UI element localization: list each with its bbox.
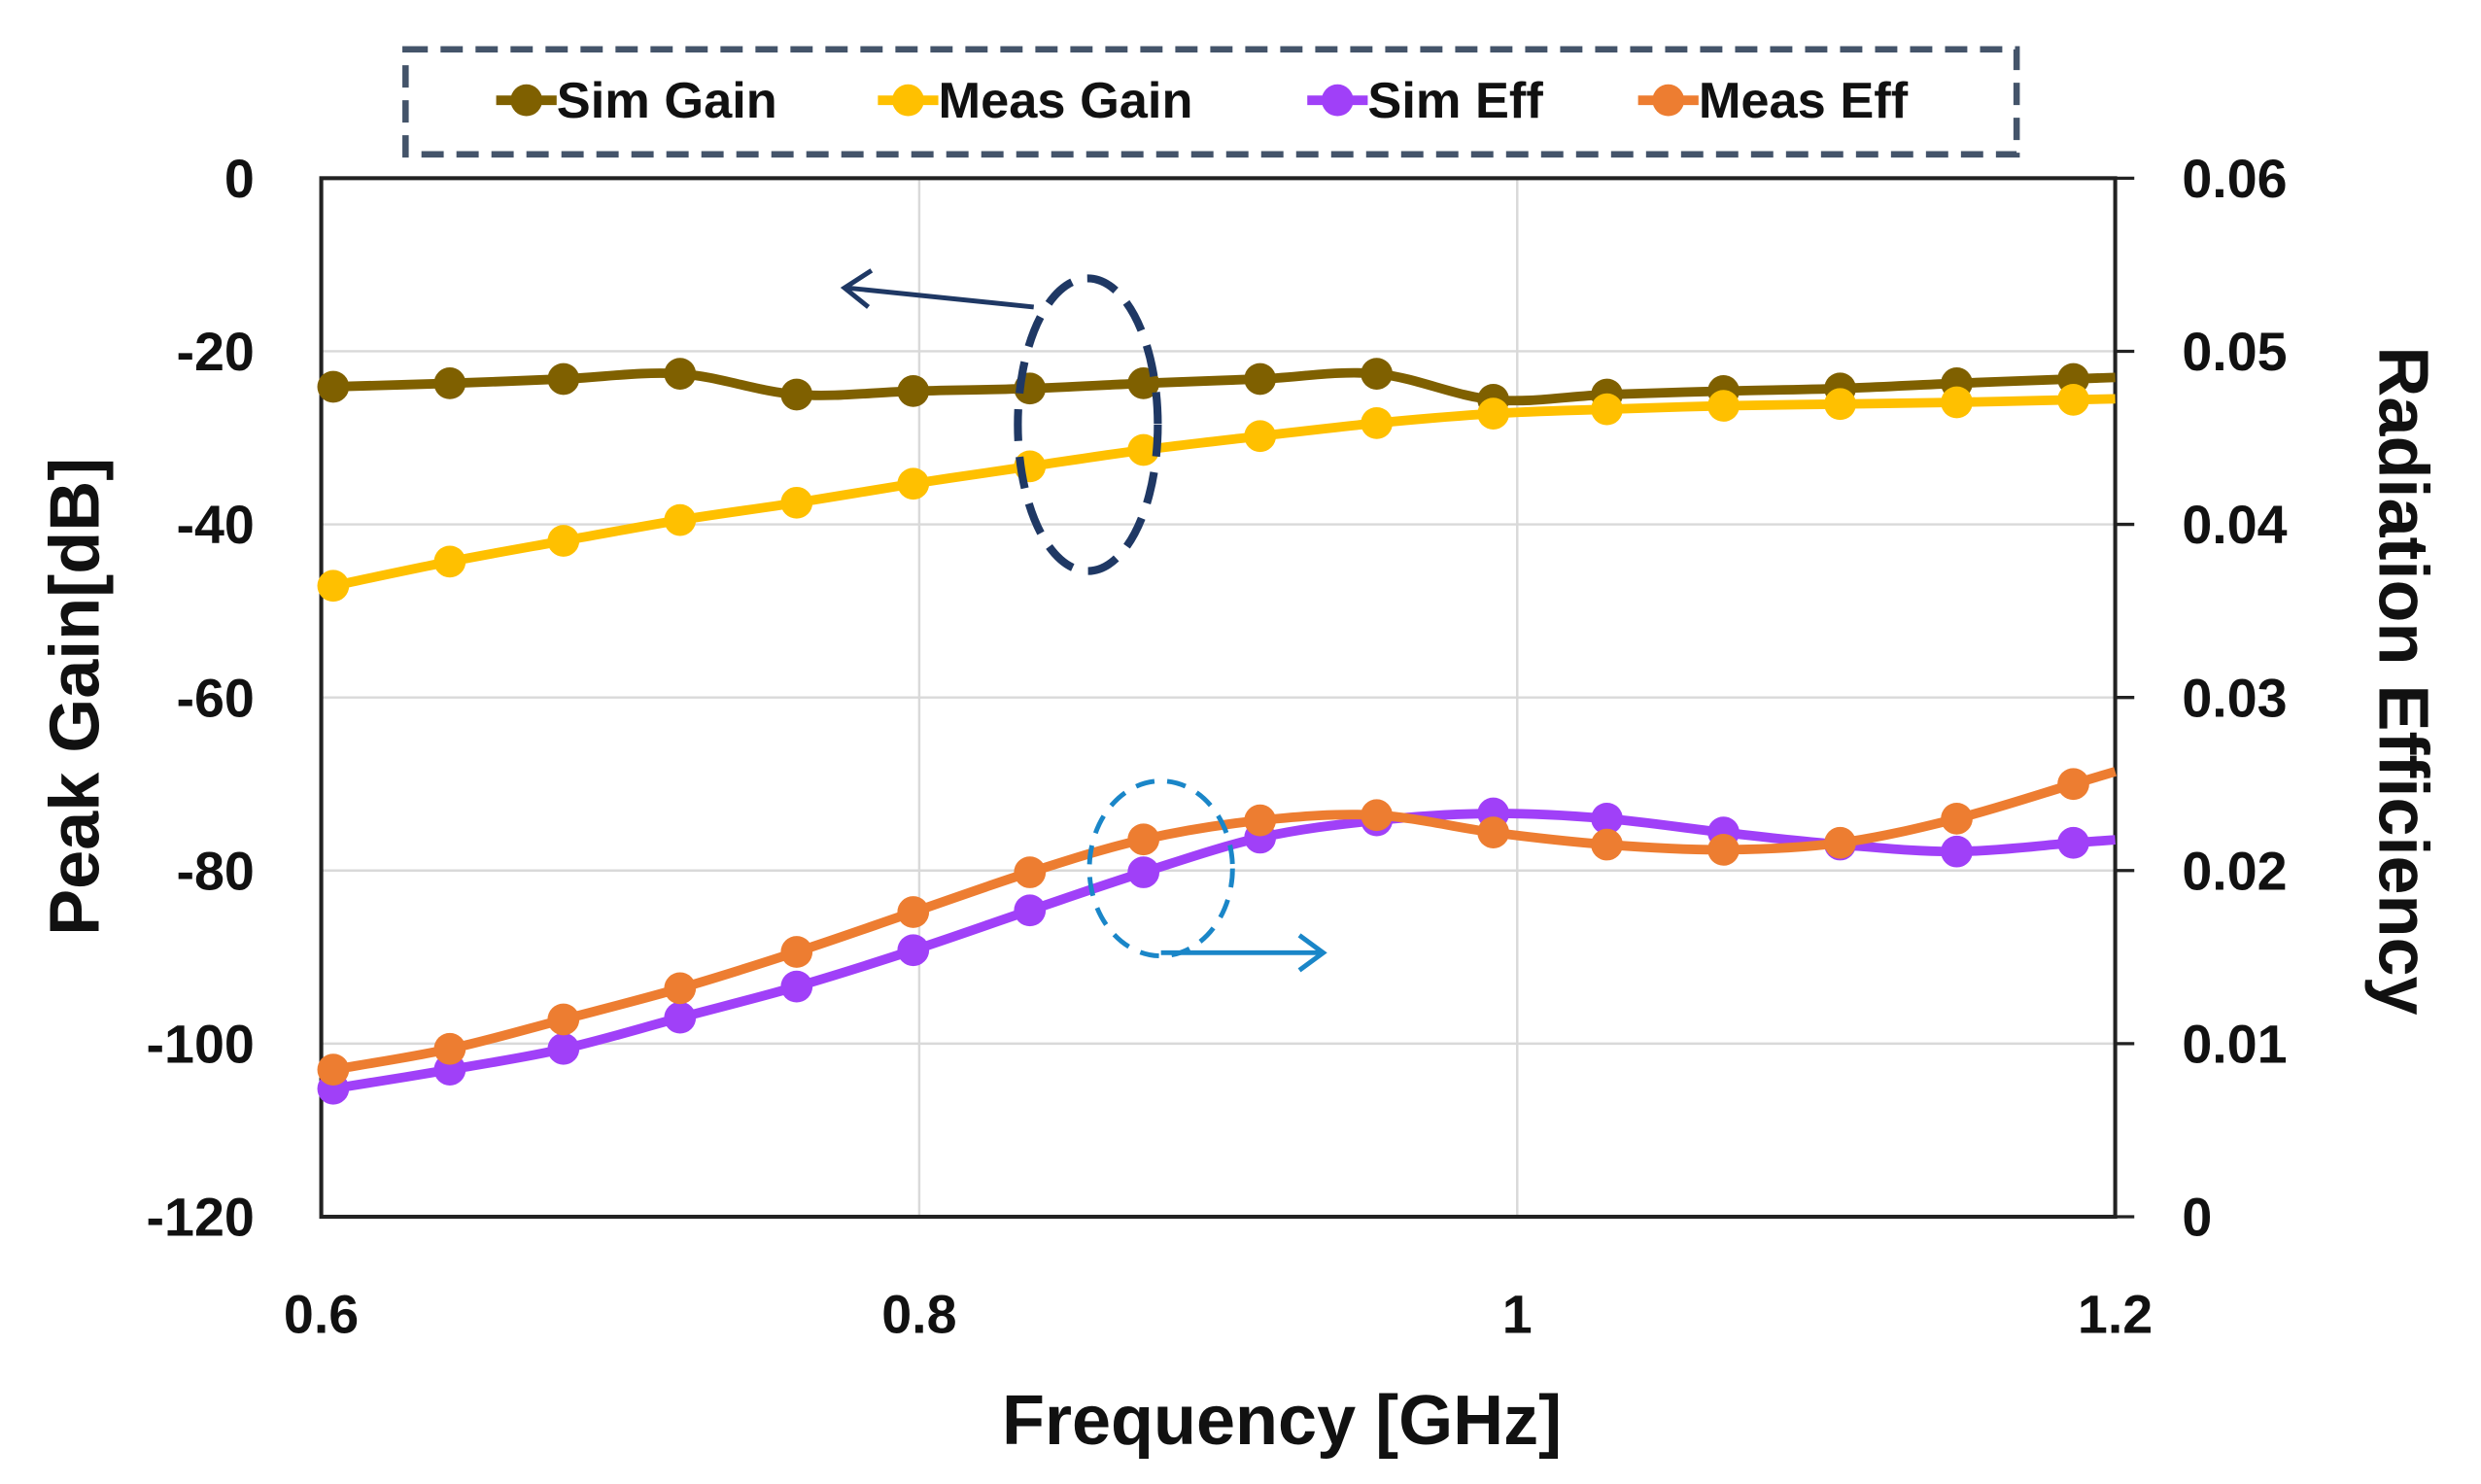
legend-label: Sim Eff	[1367, 73, 1543, 129]
data-point	[2057, 383, 2089, 416]
y2-tick-label: 0.04	[2182, 495, 2287, 555]
data-point	[1824, 388, 1856, 421]
data-point	[1127, 433, 1160, 466]
series-meas-eff	[317, 767, 2117, 1086]
data-point	[1244, 362, 1277, 396]
data-point	[1244, 420, 1277, 453]
x-tick-label: 1.2	[2078, 1284, 2153, 1344]
y-tick-label: -40	[176, 495, 254, 555]
data-point	[547, 1032, 580, 1065]
data-point	[1361, 358, 1394, 390]
data-point	[1014, 856, 1047, 888]
gain-group-ellipse	[1014, 274, 1162, 575]
data-point	[780, 936, 813, 968]
legend-item: Meas Eff	[1637, 73, 1909, 129]
data-point	[1244, 804, 1277, 837]
legend-swatch-marker	[510, 84, 543, 117]
x-axis-label: Frequency [GHz]	[1002, 1382, 1562, 1460]
data-point	[1591, 393, 1623, 426]
data-point	[2057, 826, 2089, 859]
legend-item: Sim Eff	[1307, 73, 1543, 129]
series-line	[332, 767, 2117, 1075]
legend-label: Meas Gain	[939, 73, 1193, 129]
data-point	[897, 934, 930, 967]
legend-swatch-marker	[892, 84, 924, 117]
data-point	[547, 362, 580, 396]
legend: Sim Gain Meas Gain Sim Eff Meas Eff	[402, 46, 2020, 158]
gain-annotation	[840, 268, 1162, 575]
x-tick-label: 0.8	[881, 1284, 956, 1344]
data-point	[317, 1053, 350, 1086]
data-point	[1591, 802, 1623, 835]
grid	[320, 176, 2135, 1219]
y2-axis-label: Radiation Efficiency	[2363, 346, 2441, 1015]
y-tick-label: -80	[176, 841, 254, 901]
y2-tick-label: 0.02	[2182, 841, 2287, 901]
legend-box	[402, 46, 2020, 158]
data-point	[664, 1001, 697, 1034]
data-point	[664, 503, 697, 536]
legend-label: Sim Gain	[557, 73, 777, 129]
data-point	[1941, 835, 1973, 868]
data-point	[780, 378, 813, 411]
efficiency-annotation	[1086, 778, 1327, 973]
y2-tick-label: 0.06	[2182, 149, 2287, 209]
data-point	[664, 972, 697, 1005]
series-line	[331, 394, 2116, 591]
data-point	[2057, 768, 2089, 801]
legend-item: Meas Gain	[878, 73, 1192, 129]
y-tick-label: 0	[224, 149, 255, 209]
efficiency-group-ellipse	[1086, 778, 1235, 959]
y-axis-label: Peak Gain[dB]	[36, 458, 114, 936]
right-arrow-head-icon	[1297, 933, 1327, 973]
data-point	[1361, 407, 1394, 439]
data-point	[1707, 390, 1740, 422]
data-point	[1824, 826, 1856, 859]
data-point	[1591, 828, 1623, 861]
legend-swatch-marker	[1321, 84, 1354, 117]
series-meas-gain	[317, 383, 2116, 603]
y-tick-label: -100	[147, 1015, 255, 1075]
y2-tick-label: 0	[2182, 1188, 2212, 1248]
data-point	[780, 970, 813, 1003]
data-point	[317, 370, 350, 403]
data-point	[1941, 802, 1973, 835]
y-tick-label: -60	[176, 668, 254, 728]
data-point	[1014, 894, 1047, 927]
y2-tick-label: 0.01	[2182, 1015, 2287, 1075]
data-point	[1477, 397, 1510, 430]
data-point	[897, 896, 930, 928]
data-point	[1127, 823, 1160, 856]
y2-tick-label: 0.03	[2182, 668, 2287, 728]
x-tick-label: 1	[1502, 1284, 1533, 1344]
data-point	[1361, 799, 1394, 832]
left-arrow-head-icon	[840, 268, 874, 309]
x-tick-label: 0.6	[284, 1284, 359, 1344]
data-point	[1707, 834, 1740, 866]
data-point	[664, 358, 697, 390]
y-tick-label: -20	[176, 322, 254, 382]
data-point	[433, 1032, 466, 1065]
data-point	[547, 1003, 580, 1036]
data-point	[547, 525, 580, 557]
plot-area-frame	[319, 176, 2118, 1220]
legend-swatch-marker	[1652, 84, 1685, 117]
data-point	[317, 569, 350, 603]
y-tick-label: -120	[147, 1188, 255, 1248]
data-point	[433, 545, 466, 578]
data-point	[897, 375, 930, 407]
left-axis-arrow	[847, 285, 1035, 310]
series-group	[317, 358, 2117, 1105]
legend-label: Meas Eff	[1699, 73, 1909, 129]
data-point	[1127, 856, 1160, 888]
data-point	[1941, 386, 1973, 419]
data-point	[897, 467, 930, 500]
data-point	[433, 367, 466, 399]
tick-labels: 0 -20 -40 -60 -80 -100 -120 0.06 0.05 0.04 0.03 0.0…	[147, 149, 2288, 1344]
y2-tick-label: 0.05	[2182, 322, 2287, 382]
data-point	[780, 486, 813, 519]
data-point	[1477, 816, 1510, 848]
legend-item: Sim Gain	[496, 73, 777, 129]
